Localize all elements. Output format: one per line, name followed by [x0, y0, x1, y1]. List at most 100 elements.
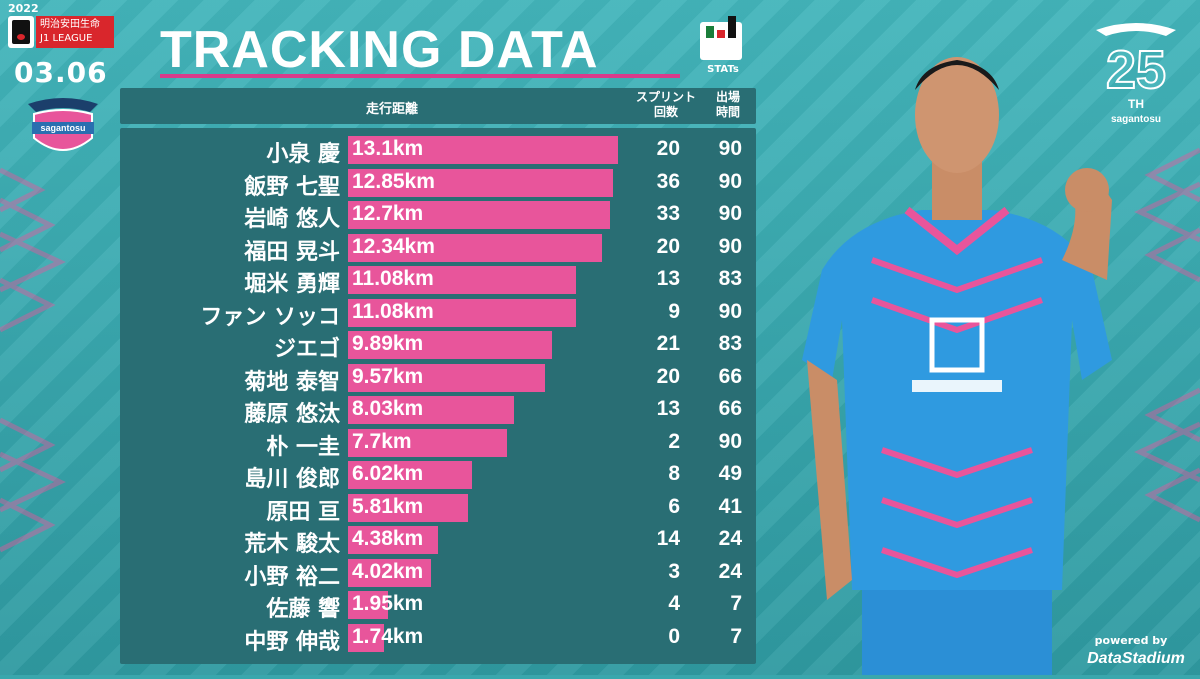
powered-by-label: powered by — [1094, 634, 1168, 647]
distance-label: 8.03km — [352, 397, 424, 420]
sprint-count: 13 — [656, 267, 680, 290]
anniversary-suffix: TH — [1128, 97, 1144, 111]
minutes-played: 90 — [718, 169, 742, 193]
distance-bar — [348, 298, 577, 327]
league-badge: 明治安田生命 J1 LEAGUE — [36, 16, 114, 48]
distance-label: 9.57km — [352, 364, 424, 388]
table-row: 原田 亘 5.81km 6 41 — [120, 492, 756, 525]
stats-logo-icon — [700, 16, 742, 60]
match-date: 03.06 — [14, 56, 108, 89]
sprint-count: 9 — [668, 299, 680, 323]
minutes-played: 66 — [718, 364, 742, 388]
table-row: ジエゴ 9.89km 21 83 — [120, 329, 756, 362]
right-chevron-pattern — [1080, 0, 1200, 675]
league-sponsor: 明治安田生命 — [40, 19, 100, 30]
column-header-distance: 走行距離 — [366, 102, 419, 117]
club-name: sagantosu — [40, 123, 85, 133]
j-league-logo — [8, 16, 34, 48]
distance-bar — [348, 363, 546, 392]
minutes-played: 90 — [718, 429, 742, 453]
sprint-count: 20 — [656, 234, 680, 258]
table-row: 岩崎 悠人 12.7km 33 90 — [120, 199, 756, 232]
table-row: 福田 晃斗 12.34km 20 90 — [120, 232, 756, 265]
distance-label: 5.81km — [352, 494, 424, 518]
table-row: 朴 一圭 7.7km 2 90 — [120, 427, 756, 460]
sprint-count: 14 — [656, 527, 680, 550]
sprint-count: 4 — [668, 592, 680, 615]
distance-label: 12.85km — [352, 169, 435, 193]
data-provider-logo: DataStadium — [1087, 650, 1185, 667]
distance-bar — [348, 526, 439, 554]
distance-bar — [348, 266, 577, 294]
distance-bar — [348, 558, 431, 587]
player-name: 小野 裕二 — [244, 564, 340, 590]
sprint-count: 13 — [656, 397, 680, 420]
player-name: 佐藤 響 — [266, 597, 340, 622]
table-row: 菊地 泰智 9.57km 20 66 — [120, 362, 756, 395]
player-name: 菊地 泰智 — [244, 369, 340, 395]
table-row: 小野 裕二 4.02km 3 24 — [120, 557, 756, 590]
sprint-count: 2 — [668, 429, 680, 453]
distance-bar — [348, 461, 473, 489]
distance-bar — [348, 396, 514, 424]
player-name: ファン ソッコ — [200, 304, 340, 330]
distance-label: 6.02km — [352, 462, 424, 485]
distance-label: 4.38km — [352, 527, 424, 550]
table-row: ファン ソッコ 11.08km 9 90 — [120, 297, 756, 330]
anniversary-club: sagantosu — [1111, 114, 1161, 125]
sprint-count: 20 — [656, 364, 680, 388]
player-name: 飯野 七聖 — [244, 174, 340, 200]
minutes-played: 90 — [718, 202, 742, 225]
table-row: 藤原 悠汰 8.03km 13 66 — [120, 394, 756, 427]
league-name: J1 LEAGUE — [40, 33, 93, 44]
player-name: ジエゴ — [273, 337, 340, 362]
table-header: 走行距離 スプリント 回数 出場 時間 — [120, 88, 756, 124]
distance-label: 13.1km — [352, 137, 424, 160]
title-underline — [160, 74, 680, 78]
sprint-count: 36 — [656, 169, 680, 193]
minutes-played: 83 — [718, 267, 742, 290]
distance-bar — [348, 428, 507, 457]
sprint-count: 33 — [656, 202, 680, 225]
stats-logo: STATs — [700, 16, 746, 78]
player-name: 堀米 勇輝 — [244, 272, 340, 297]
distance-label: 12.34km — [352, 234, 435, 258]
tracking-table: 小泉 慶 13.1km 20 90 飯野 七聖 12.85km 36 90 岩崎 悠人 12.7k… — [120, 128, 756, 664]
sprint-count: 0 — [668, 624, 680, 648]
column-header-minutes: 出場 時間 — [708, 90, 748, 120]
distance-label: 12.7km — [352, 202, 424, 225]
column-header-sprint-line1: スプリント — [635, 90, 696, 104]
distance-label: 11.08km — [352, 299, 434, 323]
player-photo — [802, 57, 1112, 675]
minutes-played: 66 — [718, 397, 742, 420]
sprint-count: 3 — [668, 559, 680, 583]
table-row: 島川 俊郎 6.02km 8 49 — [120, 459, 756, 492]
minutes-played: 41 — [718, 494, 742, 518]
minutes-played: 24 — [718, 527, 742, 550]
minutes-played: 7 — [730, 624, 742, 648]
table-row: 中野 伸哉 1.74km 0 7 — [120, 622, 756, 655]
distance-bar — [348, 136, 618, 164]
column-header-sprint: スプリント 回数 — [626, 90, 706, 120]
distance-bar — [348, 233, 603, 262]
distance-label: 7.7km — [352, 429, 412, 453]
player-name: 朴 一圭 — [266, 434, 340, 460]
left-chevron-pattern — [0, 0, 120, 675]
table-row: 飯野 七聖 12.85km 36 90 — [120, 167, 756, 200]
table-row: 小泉 慶 13.1km 20 90 — [120, 134, 756, 167]
sprint-count: 8 — [668, 462, 680, 485]
page-title: TRACKING DATA — [160, 21, 599, 79]
column-header-minutes-line2: 時間 — [715, 105, 740, 119]
anniversary-logo: 25 TH sagantosu — [1096, 23, 1176, 125]
season-year: 2022 — [8, 2, 39, 15]
distance-bar — [348, 493, 468, 522]
distance-label: 9.89km — [352, 332, 424, 355]
anniversary-number: 25 — [1106, 40, 1166, 100]
player-name: 福田 晃斗 — [244, 239, 340, 265]
distance-bar — [348, 168, 613, 197]
minutes-played: 7 — [730, 592, 742, 615]
minutes-played: 83 — [718, 332, 742, 355]
player-name: 藤原 悠汰 — [244, 402, 340, 427]
right-chevron-svg — [1134, 147, 1200, 523]
left-chevron-svg — [0, 167, 66, 553]
